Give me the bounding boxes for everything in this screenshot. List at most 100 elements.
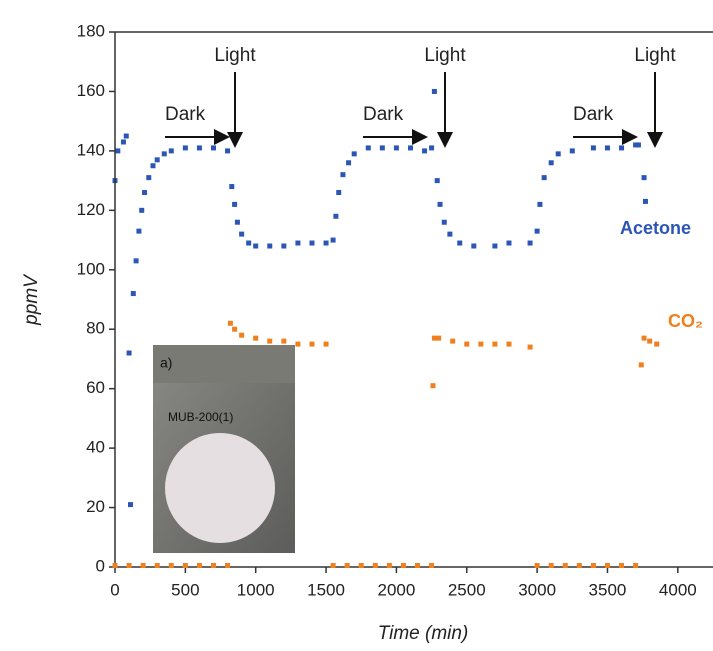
annotation: Light [214,45,256,66]
x-tick-label: 1000 [237,580,275,599]
data-point [379,145,385,151]
data-point [196,145,202,151]
y-tick-label: 20 [86,497,105,516]
data-point [548,563,554,569]
annotation: Dark [363,104,404,125]
data-point [534,228,540,234]
data-point [330,237,336,243]
data-point [590,563,596,569]
data-point [548,160,554,166]
inset-photo: a) MUB-200(1) [153,345,295,553]
data-point [365,145,371,151]
data-point [436,335,442,341]
data-point [400,563,406,569]
data-point [232,326,238,332]
x-tick-label: 4000 [659,580,697,599]
y-tick-label: 60 [86,378,105,397]
data-point [182,563,188,569]
y-tick-label: 140 [77,140,105,159]
data-point [127,502,133,508]
data-point [619,145,625,151]
x-tick-label: 2000 [377,580,415,599]
data-point [604,145,610,151]
data-point [168,148,174,154]
x-tick-label: 2500 [448,580,486,599]
data-point [246,240,252,246]
data-point [569,148,575,154]
data-point [336,190,342,195]
annotation: Light [634,45,676,66]
data-point [641,175,647,181]
y-tick-label: 120 [77,200,105,219]
data-point [154,157,160,163]
data-point [478,341,484,347]
data-point [333,213,339,219]
data-point [604,563,610,569]
data-point [506,341,512,347]
data-point [457,240,463,246]
data-point [447,231,453,237]
data-point [464,341,470,347]
data-point [232,201,238,207]
data-point [527,240,533,246]
data-point [295,240,301,246]
data-point [562,563,568,569]
data-point [506,240,512,246]
data-point [434,178,440,184]
data-point [537,201,543,207]
y-tick-label: 180 [77,21,105,40]
data-point [534,563,540,569]
data-point [323,240,329,246]
data-point [115,148,121,154]
data-point [123,133,129,139]
data-point [130,291,136,297]
data-point [641,335,647,341]
series-label: Acetone [620,218,691,238]
data-point [281,338,287,344]
data-point [146,175,152,181]
data-point [229,184,235,190]
data-point [422,148,428,154]
data-point [372,563,378,569]
data-point [386,563,392,569]
data-point [541,175,547,181]
data-point [407,145,413,151]
data-point [431,88,437,94]
data-point [182,145,188,151]
data-point [168,563,174,569]
x-axis-label: Time (min) [378,623,469,644]
data-point [253,335,259,341]
data-point [330,563,336,569]
x-tick-label: 3000 [518,580,556,599]
data-point [647,338,653,344]
data-point [309,341,315,347]
data-point [112,563,118,569]
data-point [154,563,160,569]
data-point [393,145,399,151]
data-point [120,139,126,145]
data-point [654,341,660,347]
x-tick-label: 3500 [589,580,627,599]
data-point [527,344,533,350]
data-point [227,320,233,326]
data-point [346,160,352,166]
data-point [344,563,350,569]
data-point [450,338,456,344]
data-point [492,341,498,347]
data-point [429,563,435,569]
x-tick-label: 500 [171,580,199,599]
data-point [590,145,596,151]
series-label: CO₂ [668,311,703,331]
y-axis-label: ppmV [21,273,42,326]
annotation: Light [424,45,466,66]
data-point [225,148,231,154]
data-point [437,201,443,207]
data-point [225,563,231,569]
data-point [239,231,245,237]
data-point [555,151,561,157]
data-point [340,172,346,178]
data-point [126,563,132,569]
data-point [351,151,357,157]
